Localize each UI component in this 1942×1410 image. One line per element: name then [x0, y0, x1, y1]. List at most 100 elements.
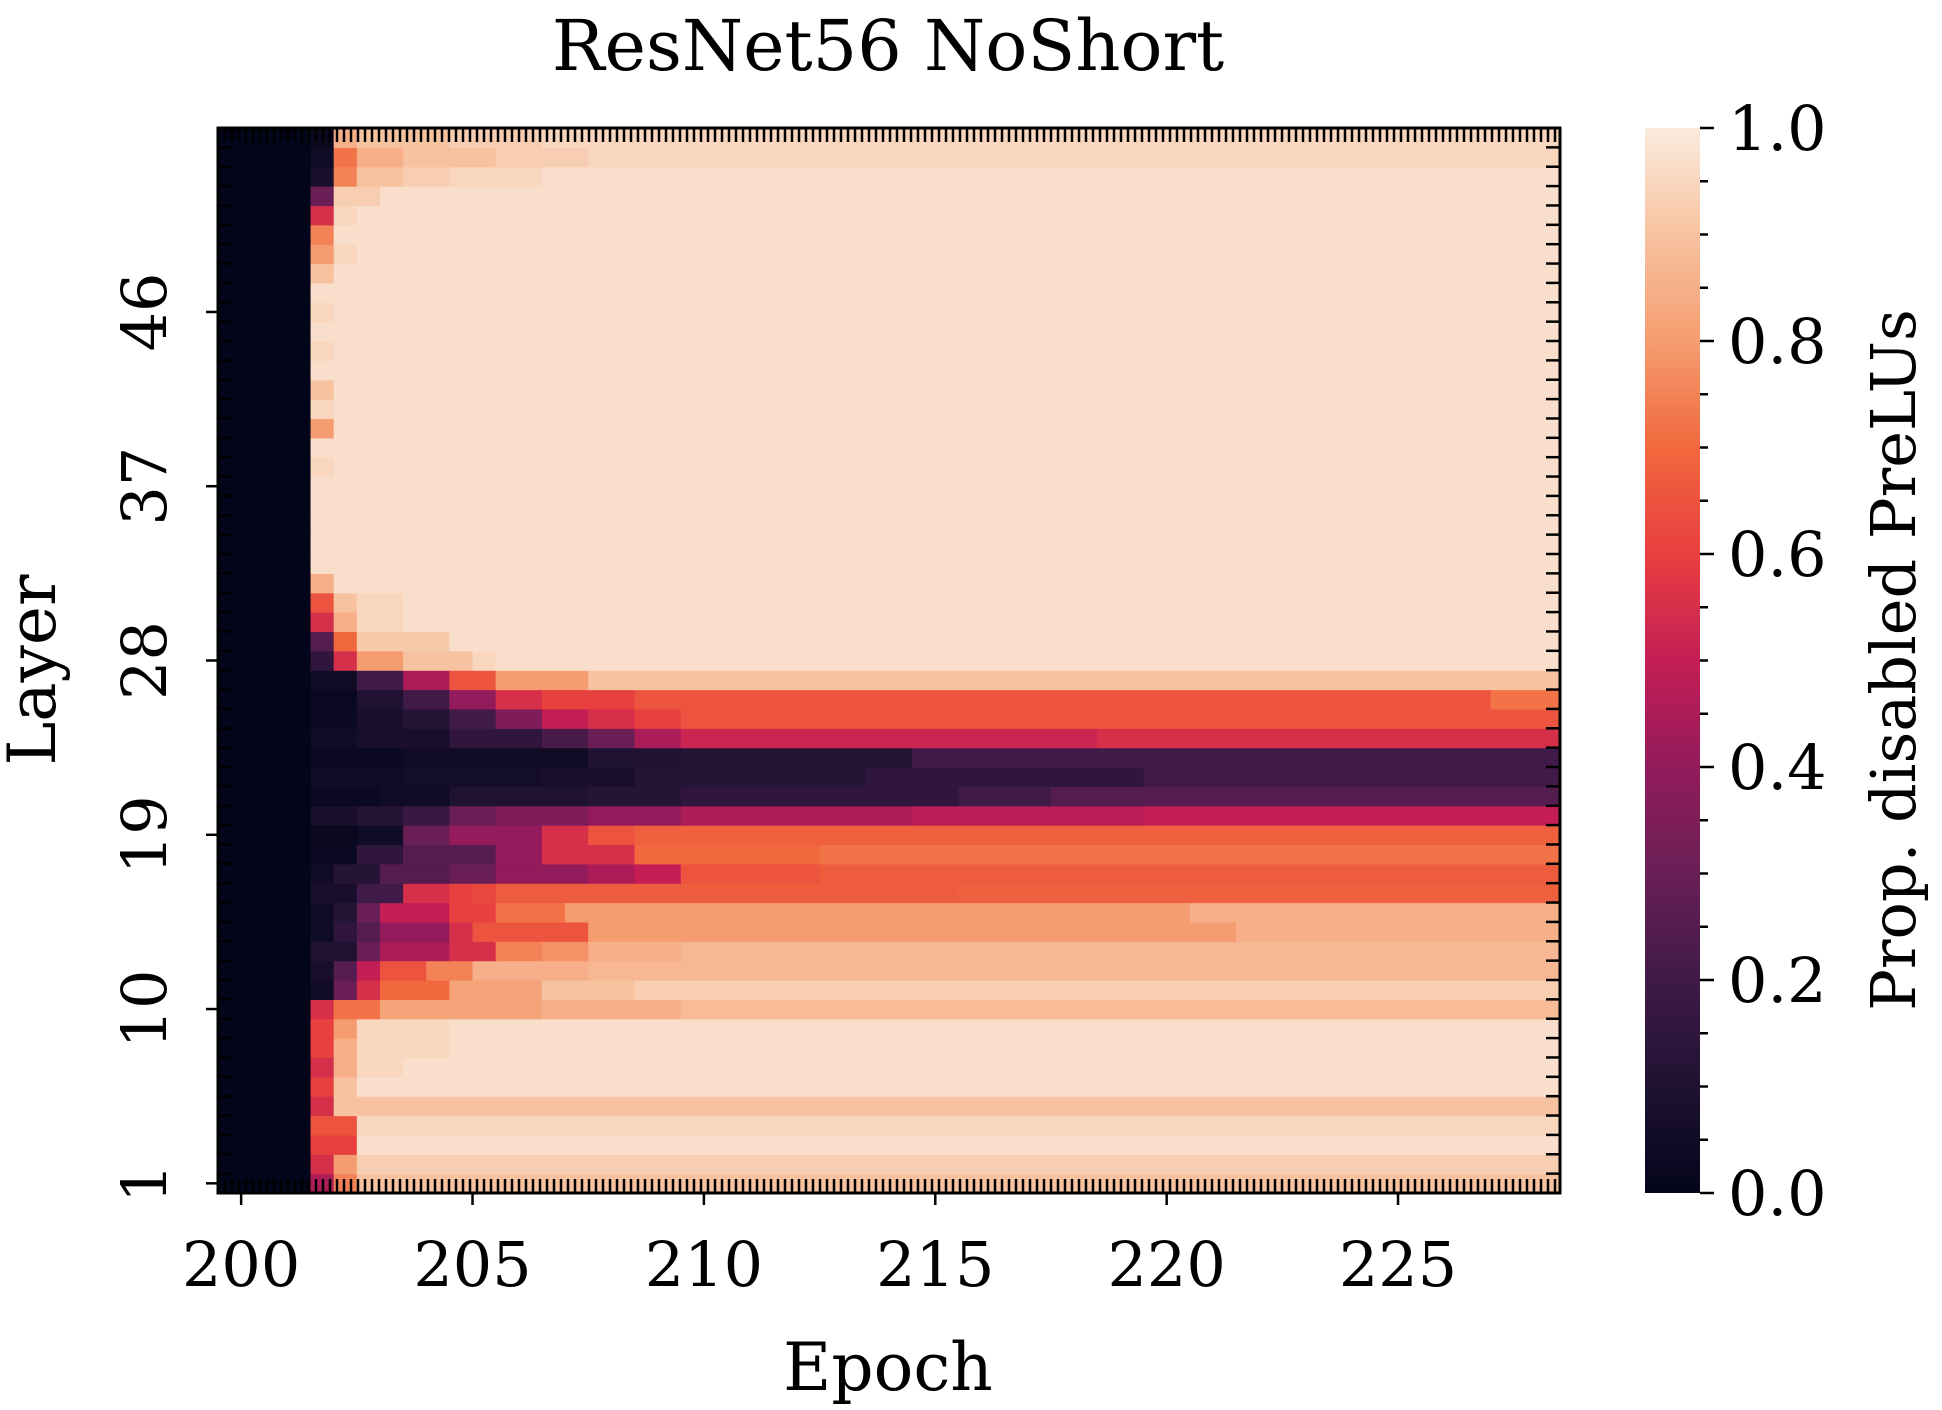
heatmap-cell [310, 437, 1561, 458]
heatmap-cell [218, 418, 312, 439]
heatmap-cell [680, 786, 960, 807]
heatmap-cell [449, 941, 497, 962]
heatmap-cell [218, 1018, 312, 1039]
heatmap-cell [310, 805, 358, 826]
heatmap-cell [356, 650, 404, 671]
heatmap-cell [356, 244, 1561, 265]
heatmap-cell [333, 902, 358, 923]
heatmap-cell [588, 805, 682, 826]
heatmap-cell [1143, 805, 1561, 826]
colorbar-ticks: 0.0 0.2 0.4 0.6 0.8 1.0 [1700, 92, 1827, 1230]
heatmap-cell [634, 980, 1561, 1000]
heatmap-cell [218, 1038, 312, 1059]
heatmap-cell [333, 302, 1561, 323]
heatmap-cell [310, 999, 335, 1020]
heatmap-cell [403, 592, 1561, 613]
heatmap-cell [310, 708, 358, 729]
heatmap-cell [403, 767, 543, 787]
heatmap-cell [218, 437, 312, 458]
heatmap-cell [218, 883, 312, 904]
heatmap-cell [333, 1057, 358, 1078]
heatmap-cell [449, 708, 497, 729]
heatmap-cell [333, 1154, 358, 1175]
heatmap-cell [218, 476, 312, 497]
heatmap-cell [333, 379, 1561, 400]
heatmap-cell [449, 689, 497, 710]
heatmap-cell [333, 166, 358, 187]
heatmap-cell [449, 825, 543, 846]
heatmap-cell [356, 728, 450, 749]
heatmap-cell [310, 786, 381, 807]
heatmap-cell [356, 689, 404, 710]
heatmap-cell [333, 418, 1561, 439]
heatmap-cell [356, 592, 404, 613]
heatmap-cell [403, 805, 450, 826]
heatmap-cell [218, 1154, 312, 1175]
heatmap-cell [426, 960, 474, 981]
heatmap-cell [333, 960, 358, 981]
heatmap-cell [495, 147, 589, 168]
heatmap-cell [310, 515, 1561, 536]
heatmap-cell [333, 980, 358, 1000]
heatmap-cell [218, 1076, 312, 1097]
heatmap-cell [218, 728, 312, 749]
heatmap-cell [218, 1057, 312, 1078]
heatmap-cell [218, 360, 312, 381]
heatmap-cell [218, 999, 312, 1020]
heatmap-cell [356, 612, 404, 633]
heatmap-cell [218, 147, 312, 168]
heatmap-cell [541, 767, 636, 787]
heatmap-cell [403, 825, 450, 846]
heatmap-cell [634, 825, 1561, 846]
heatmap-cell [912, 805, 1145, 826]
heatmap-cell [634, 728, 682, 749]
heatmap-cell [310, 1038, 335, 1059]
heatmap-cell [310, 767, 404, 787]
heatmap-cell [356, 1057, 404, 1078]
heatmap-cell [218, 495, 312, 516]
heatmap-cell [310, 1154, 335, 1175]
heatmap-cell [333, 863, 381, 884]
heatmap-cell [218, 302, 312, 323]
heatmap-cell [310, 631, 335, 652]
y-tick-label: 10 [108, 970, 181, 1049]
heatmap-cell [356, 805, 404, 826]
heatmap-cell [218, 805, 312, 826]
heatmap-cell [356, 921, 381, 942]
heatmap-cell [310, 282, 1561, 303]
heatmap-cell [495, 670, 589, 691]
heatmap-cells [218, 128, 1561, 1194]
heatmap-cell [472, 960, 589, 981]
heatmap-cell [819, 844, 1561, 865]
heatmap-cell [218, 863, 312, 884]
heatmap-cell [403, 670, 450, 691]
heatmap-cell [310, 495, 1561, 516]
heatmap-cell [680, 863, 821, 884]
heatmap-cell [403, 708, 450, 729]
heatmap-cell [218, 244, 312, 265]
heatmap-cell [333, 263, 1561, 284]
heatmap-cell [333, 1038, 358, 1059]
heatmap-cell [472, 883, 497, 904]
heatmap-cell [218, 708, 312, 729]
heatmap-cell [634, 844, 821, 865]
heatmap-cell [333, 341, 1561, 361]
heatmap-cell [565, 902, 1191, 923]
heatmap-cell [310, 476, 1561, 497]
y-axis-label: Layer [0, 574, 71, 766]
heatmap-cell [449, 631, 1561, 652]
heatmap-cell [218, 825, 312, 846]
heatmap-cell [218, 980, 312, 1000]
heatmap-cell [588, 960, 1561, 981]
heatmap-cell [218, 767, 312, 787]
heatmap-cell [218, 612, 312, 633]
heatmap-cell [680, 728, 1098, 749]
heatmap-cell [449, 166, 543, 187]
heatmap-cell [310, 457, 335, 478]
heatmap-cell [333, 573, 1561, 594]
colorbar-tick-label: 1.0 [1728, 92, 1827, 165]
heatmap-cell [541, 708, 589, 729]
y-tick-label: 37 [108, 447, 181, 526]
heatmap-cell [449, 1038, 1561, 1059]
heatmap-cell [356, 205, 1561, 226]
